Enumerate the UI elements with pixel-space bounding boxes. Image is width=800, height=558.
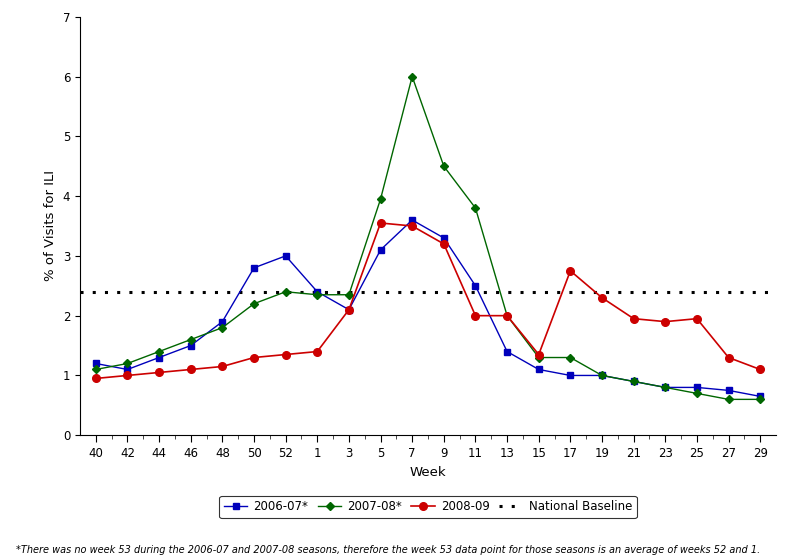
Legend: 2006-07*, 2007-08*, 2008-09, National Baseline: 2006-07*, 2007-08*, 2008-09, National Ba… <box>219 496 637 518</box>
2006-07* <box>566 372 575 379</box>
National Baseline <box>107 288 117 295</box>
2008-09 <box>91 375 101 382</box>
2006-07* <box>91 360 101 367</box>
2007-08* <box>218 324 227 331</box>
2008-09 <box>218 363 227 370</box>
2007-08* <box>629 378 638 385</box>
X-axis label: Week: Week <box>410 465 446 479</box>
2006-07* <box>755 393 765 400</box>
2008-09 <box>692 315 702 322</box>
Y-axis label: % of Visits for ILI: % of Visits for ILI <box>44 171 58 281</box>
2006-07* <box>629 378 638 385</box>
2007-08* <box>755 396 765 403</box>
2007-08* <box>534 354 543 361</box>
2007-08* <box>344 291 354 298</box>
2007-08* <box>250 300 259 307</box>
2006-07* <box>470 282 480 289</box>
2008-09 <box>439 240 449 247</box>
2006-07* <box>186 342 195 349</box>
2008-09 <box>281 351 290 358</box>
2008-09 <box>629 315 638 322</box>
2006-07* <box>724 387 734 394</box>
2007-08* <box>597 372 607 379</box>
Line: 2006-07*: 2006-07* <box>93 217 763 400</box>
2008-09 <box>250 354 259 361</box>
2007-08* <box>692 390 702 397</box>
2008-09 <box>407 223 417 229</box>
2007-08* <box>281 288 290 295</box>
2007-08* <box>502 312 512 319</box>
2006-07* <box>534 366 543 373</box>
2008-09 <box>724 354 734 361</box>
2008-09 <box>755 366 765 373</box>
2008-09 <box>186 366 195 373</box>
2007-08* <box>122 360 132 367</box>
2007-08* <box>661 384 670 391</box>
2006-07* <box>313 288 322 295</box>
2007-08* <box>313 291 322 298</box>
2008-09 <box>122 372 132 379</box>
Line: 2007-08*: 2007-08* <box>93 74 763 402</box>
2008-09 <box>313 348 322 355</box>
2008-09 <box>566 267 575 274</box>
2006-07* <box>122 366 132 373</box>
2007-08* <box>91 366 101 373</box>
2008-09 <box>661 318 670 325</box>
2006-07* <box>281 253 290 259</box>
2007-08* <box>439 163 449 170</box>
2006-07* <box>407 217 417 223</box>
2006-07* <box>344 306 354 313</box>
2008-09 <box>376 220 386 227</box>
National Baseline <box>91 288 101 295</box>
2008-09 <box>534 351 543 358</box>
Text: *There was no week 53 during the 2006-07 and 2007-08 seasons, therefore the week: *There was no week 53 during the 2006-07… <box>16 545 760 555</box>
2007-08* <box>724 396 734 403</box>
2006-07* <box>376 247 386 253</box>
2006-07* <box>502 348 512 355</box>
2008-09 <box>502 312 512 319</box>
2006-07* <box>597 372 607 379</box>
2007-08* <box>407 73 417 80</box>
2006-07* <box>218 318 227 325</box>
2007-08* <box>186 336 195 343</box>
2008-09 <box>344 306 354 313</box>
2006-07* <box>250 264 259 271</box>
Line: 2008-09: 2008-09 <box>92 219 764 382</box>
2008-09 <box>597 295 607 301</box>
2006-07* <box>661 384 670 391</box>
2006-07* <box>439 234 449 241</box>
2006-07* <box>692 384 702 391</box>
2007-08* <box>470 205 480 211</box>
2007-08* <box>566 354 575 361</box>
2007-08* <box>376 196 386 203</box>
2007-08* <box>154 348 164 355</box>
2006-07* <box>154 354 164 361</box>
2008-09 <box>470 312 480 319</box>
2008-09 <box>154 369 164 376</box>
